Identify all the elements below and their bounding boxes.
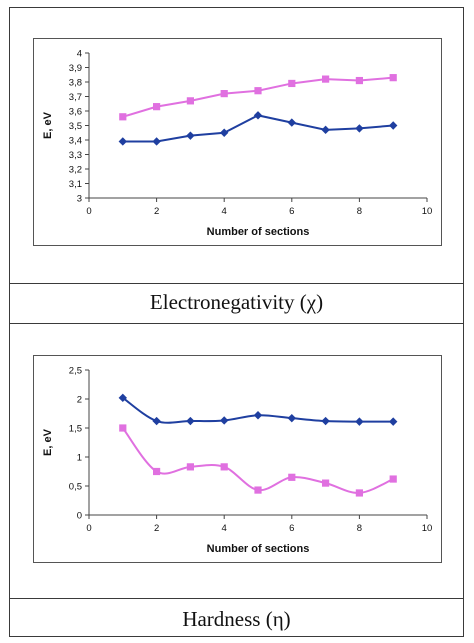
electronegativity-y-tick-label: 3,1 bbox=[69, 179, 82, 190]
hardness-series-2-point bbox=[389, 475, 397, 483]
electronegativity-series-1-point bbox=[152, 137, 161, 146]
electronegativity-series-1-point bbox=[220, 128, 229, 137]
electronegativity-series-1-point bbox=[118, 137, 127, 146]
hardness-y-tick-label: 1 bbox=[77, 453, 82, 464]
electronegativity-series-1-point bbox=[355, 124, 364, 133]
divider-bottom-caption bbox=[9, 323, 464, 324]
hardness-series-1-point bbox=[389, 417, 398, 426]
electronegativity-series-2-point bbox=[389, 74, 397, 82]
electronegativity-x-axis-label: Number of sections bbox=[207, 226, 310, 238]
divider-top-caption bbox=[9, 283, 464, 284]
electronegativity-y-tick-label: 3,8 bbox=[69, 78, 82, 89]
hardness-y-tick-label: 0 bbox=[77, 511, 82, 522]
electronegativity-series-2-point bbox=[119, 113, 127, 121]
electronegativity-y-tick-label: 3,3 bbox=[69, 150, 82, 161]
hardness-series-1-point bbox=[220, 416, 229, 425]
hardness-series-2-point bbox=[186, 463, 194, 471]
hardness-series-1-point bbox=[287, 413, 296, 423]
hardness-series-2-point bbox=[119, 424, 127, 432]
electronegativity-series-2-point bbox=[220, 90, 228, 98]
electronegativity-y-tick-label: 3,9 bbox=[69, 63, 82, 74]
electronegativity-x-tick-label: 2 bbox=[154, 206, 159, 217]
divider-bottom-chart bbox=[9, 598, 464, 599]
hardness-x-tick-label: 6 bbox=[289, 523, 294, 534]
electronegativity-series-2-line bbox=[122, 76, 394, 118]
electronegativity-series-1-point bbox=[389, 121, 398, 130]
hardness-y-tick-label: 2 bbox=[77, 395, 82, 406]
hardness-x-tick-label: 4 bbox=[222, 523, 227, 534]
hardness-series-1-point bbox=[253, 411, 263, 420]
electronegativity-series-1-point bbox=[321, 125, 330, 135]
hardness-x-tick-label: 8 bbox=[357, 523, 362, 534]
electronegativity-x-tick-label: 6 bbox=[289, 206, 294, 217]
hardness-x-axis-label: Number of sections bbox=[207, 543, 310, 555]
electronegativity-series-2-point bbox=[355, 76, 363, 85]
hardness-caption: Hardness (η) bbox=[182, 607, 291, 631]
hardness-series-2-point bbox=[153, 467, 161, 476]
electronegativity-series-2-point bbox=[186, 97, 194, 105]
hardness-x-tick-label: 2 bbox=[154, 523, 159, 534]
electronegativity-chart: 3 3,1 3,2 3,3 3,4 3,5 3,6 3,7 3,8 3,9 4 0 2 4 6 8 10 Numb… bbox=[42, 49, 433, 239]
hardness-series-2-point bbox=[288, 473, 296, 481]
electronegativity-series-2-point bbox=[254, 87, 262, 95]
hardness-series-2-point bbox=[220, 463, 228, 471]
electronegativity-caption: Electronegativity (χ) bbox=[149, 290, 324, 314]
electronegativity-series-2-point bbox=[322, 75, 330, 83]
hardness-series-1-point bbox=[152, 416, 161, 426]
electronegativity-y-tick-label: 3,4 bbox=[69, 136, 82, 147]
figure-frame bbox=[9, 7, 464, 637]
hardness-series-1-point bbox=[355, 417, 364, 426]
electronegativity-chart-box: 3 3,1 3,2 3,3 3,4 3,5 3,6 3,7 3,8 3,9 4 0 2 4 6 8 10 Numb… bbox=[33, 38, 442, 246]
hardness-series-2-point bbox=[322, 479, 330, 487]
electronegativity-y-tick-label: 3,5 bbox=[69, 121, 82, 132]
electronegativity-y-tick-label: 3,7 bbox=[69, 92, 82, 103]
hardness-x-tick-label: 0 bbox=[86, 523, 91, 534]
electronegativity-series-1-point bbox=[186, 131, 195, 140]
electronegativity-y-tick-label: 3,2 bbox=[69, 165, 82, 176]
electronegativity-series-2-point bbox=[288, 79, 296, 88]
hardness-chart-box: 0 0,5 1 1,5 2 2,5 0 2 4 6 8 10 Number of sections E, … bbox=[33, 355, 442, 563]
hardness-y-tick-label: 0,5 bbox=[69, 482, 82, 493]
electronegativity-series-1-point bbox=[287, 118, 296, 127]
electronegativity-series-2-point bbox=[153, 103, 161, 111]
hardness-x-tick-label: 10 bbox=[422, 523, 433, 534]
electronegativity-y-tick-label: 3 bbox=[77, 194, 82, 205]
electronegativity-x-tick-label: 8 bbox=[357, 206, 362, 217]
hardness-series-2-point bbox=[355, 489, 363, 497]
hardness-series-1-point bbox=[321, 416, 330, 426]
electronegativity-x-tick-label: 10 bbox=[422, 206, 433, 217]
hardness-series-1-point bbox=[118, 393, 127, 403]
electronegativity-y-tick-label: 4 bbox=[77, 49, 82, 60]
hardness-y-axis-label: E, eV bbox=[42, 428, 54, 456]
electronegativity-x-tick-label: 4 bbox=[222, 206, 227, 217]
hardness-series-1-point bbox=[186, 416, 195, 426]
electronegativity-y-tick-label: 3,6 bbox=[69, 107, 82, 118]
electronegativity-y-axis-label: E, eV bbox=[42, 111, 54, 139]
hardness-chart: 0 0,5 1 1,5 2 2,5 0 2 4 6 8 10 Number of sections E, … bbox=[42, 366, 433, 556]
electronegativity-x-tick-label: 0 bbox=[86, 206, 91, 217]
hardness-y-tick-label: 2,5 bbox=[69, 366, 82, 377]
hardness-y-tick-label: 1,5 bbox=[69, 424, 82, 435]
hardness-series-2-line bbox=[122, 427, 394, 494]
electronegativity-series-1-point bbox=[253, 111, 263, 120]
hardness-series-2-point bbox=[254, 486, 262, 494]
